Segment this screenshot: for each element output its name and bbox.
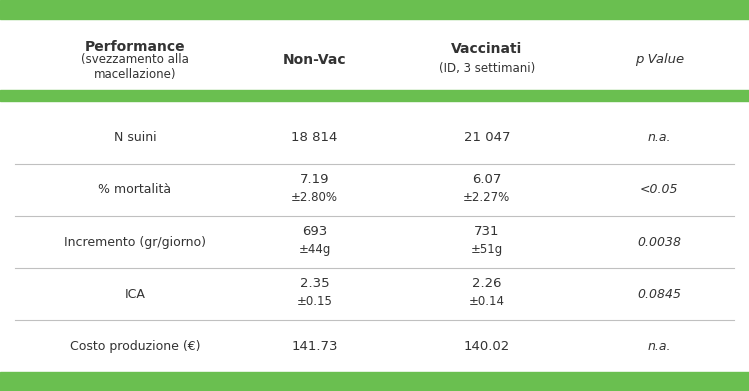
Bar xyxy=(0,0,749,19)
Text: p Value: p Value xyxy=(634,53,684,66)
Text: 141.73: 141.73 xyxy=(291,340,338,353)
Text: 0.0845: 0.0845 xyxy=(637,288,681,301)
Text: 0.0038: 0.0038 xyxy=(637,235,681,249)
Text: 693: 693 xyxy=(302,225,327,239)
Text: <0.05: <0.05 xyxy=(640,183,679,196)
Text: (svezzamento alla: (svezzamento alla xyxy=(81,53,189,66)
Text: Costo produzione (€): Costo produzione (€) xyxy=(70,340,200,353)
Text: ±0.14: ±0.14 xyxy=(469,296,505,308)
Text: Vaccinati: Vaccinati xyxy=(451,42,523,56)
Text: 2.26: 2.26 xyxy=(472,278,502,291)
Text: n.a.: n.a. xyxy=(647,340,671,353)
Text: 21 047: 21 047 xyxy=(464,131,510,144)
Text: 140.02: 140.02 xyxy=(464,340,510,353)
Text: macellazione): macellazione) xyxy=(94,68,176,81)
Text: ±44g: ±44g xyxy=(298,243,331,256)
Text: 7.19: 7.19 xyxy=(300,173,330,186)
Text: 18 814: 18 814 xyxy=(291,131,338,144)
Text: (ID, 3 settimani): (ID, 3 settimani) xyxy=(439,62,535,75)
Text: 6.07: 6.07 xyxy=(472,173,502,186)
Text: 2.35: 2.35 xyxy=(300,278,330,291)
Text: Incremento (gr/giorno): Incremento (gr/giorno) xyxy=(64,235,206,249)
Text: ±51g: ±51g xyxy=(470,243,503,256)
Text: ±2.80%: ±2.80% xyxy=(291,191,338,204)
Text: Performance: Performance xyxy=(85,39,185,54)
Text: N suini: N suini xyxy=(114,131,156,144)
Text: % mortalità: % mortalità xyxy=(98,183,172,196)
Text: 731: 731 xyxy=(474,225,500,239)
Text: ±0.15: ±0.15 xyxy=(297,296,333,308)
Bar xyxy=(0,372,749,391)
Text: ±2.27%: ±2.27% xyxy=(463,191,511,204)
Text: Non-Vac: Non-Vac xyxy=(283,53,346,67)
Text: n.a.: n.a. xyxy=(647,131,671,144)
Text: ICA: ICA xyxy=(124,288,145,301)
Bar xyxy=(0,90,749,101)
